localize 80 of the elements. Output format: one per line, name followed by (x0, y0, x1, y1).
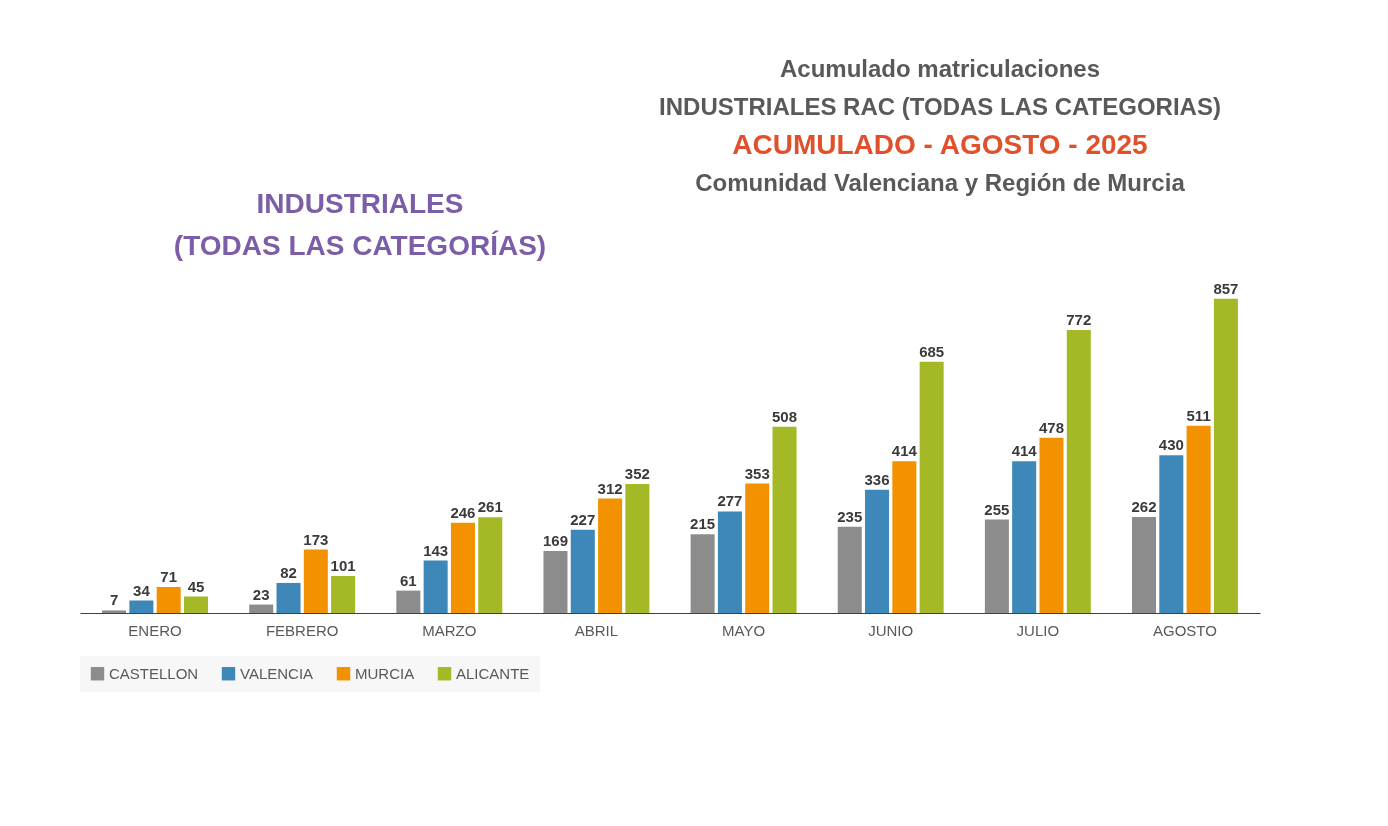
data-label: 336 (864, 470, 890, 488)
data-label: 352 (624, 464, 650, 482)
data-label: 7 (109, 591, 119, 609)
bar (303, 549, 328, 613)
bar (1213, 298, 1238, 613)
bar (1039, 437, 1064, 613)
bar (625, 483, 650, 613)
bar (1159, 455, 1184, 613)
bar (543, 551, 568, 613)
bar (1012, 461, 1037, 613)
data-label: 45 (187, 577, 205, 595)
bar (396, 590, 421, 613)
x-tick-label: JUNIO (868, 621, 914, 639)
data-label: 23 (252, 585, 270, 603)
data-label: 414 (891, 442, 918, 460)
bar (102, 610, 127, 613)
bar (919, 361, 944, 613)
x-tick-label: JULIO (1016, 621, 1060, 639)
bar (570, 529, 595, 613)
data-label: 101 (330, 556, 356, 574)
legend-label: ALICANTE (456, 664, 530, 682)
bar (717, 511, 742, 613)
data-label: 227 (570, 510, 596, 528)
data-label: 82 (280, 563, 297, 581)
text: INDUSTRIALES (256, 188, 464, 219)
data-label: 857 (1213, 279, 1239, 297)
chart-title: Acumulado matriculaciones (779, 55, 1101, 82)
x-tick-label: AGOSTO (1153, 621, 1217, 639)
data-label: 61 (400, 571, 417, 589)
legend-label: VALENCIA (240, 664, 314, 682)
bar (1066, 329, 1091, 613)
bar (1132, 516, 1157, 613)
data-label: 430 (1158, 436, 1184, 454)
data-label: 312 (597, 479, 623, 497)
data-label: 215 (690, 515, 716, 533)
text: (TODAS LAS CATEGORÍAS) (173, 230, 547, 261)
data-label: 261 (477, 498, 503, 516)
chart-subtitle: INDUSTRIALES RAC (TODAS LAS CATEGORIAS) ACUMULADO - AGOSTO - 2025 Comunidad Valenciana y Región de Murcia (659, 93, 1221, 196)
bar (249, 604, 274, 613)
data-label: 255 (984, 500, 1010, 518)
bar (745, 483, 770, 613)
bar (837, 526, 862, 613)
bar (478, 517, 503, 613)
data-label: 235 (837, 507, 863, 525)
x-tick-label: FEBRERO (265, 621, 339, 639)
data-label: 262 (1131, 497, 1157, 515)
bar (129, 600, 154, 613)
bar (450, 522, 475, 613)
bar (892, 461, 917, 613)
bar (772, 426, 797, 613)
data-label: 353 (744, 464, 770, 482)
data-label: 414 (1011, 442, 1038, 460)
bar (331, 575, 356, 613)
x-tick-label: MAYO (722, 621, 766, 639)
legend-label: MURCIA (355, 664, 415, 682)
bar (690, 534, 715, 613)
x-tick-label: MARZO (422, 621, 477, 639)
bar (865, 489, 890, 613)
x-tick-label: ABRIL (574, 621, 619, 639)
data-label: 143 (423, 541, 449, 559)
data-label: 508 (772, 407, 798, 425)
data-label: 173 (303, 530, 329, 548)
bar (984, 519, 1009, 613)
data-label: 478 (1038, 418, 1064, 436)
data-label: 511 (1186, 406, 1211, 424)
data-label: 34 (133, 581, 151, 599)
x-tick-label: ENERO (128, 621, 182, 639)
data-label: 685 (919, 342, 945, 360)
data-label: 277 (717, 492, 743, 510)
bar (183, 596, 208, 613)
data-label: 772 (1066, 310, 1092, 328)
bar (276, 582, 301, 613)
bar (598, 498, 623, 613)
data-label: 169 (542, 532, 568, 550)
legend-label: CASTELLON (109, 664, 199, 682)
bar (1186, 425, 1211, 613)
bar (423, 560, 448, 613)
data-label: 71 (160, 567, 178, 585)
data-label: 246 (450, 503, 476, 521)
bar (156, 586, 181, 613)
